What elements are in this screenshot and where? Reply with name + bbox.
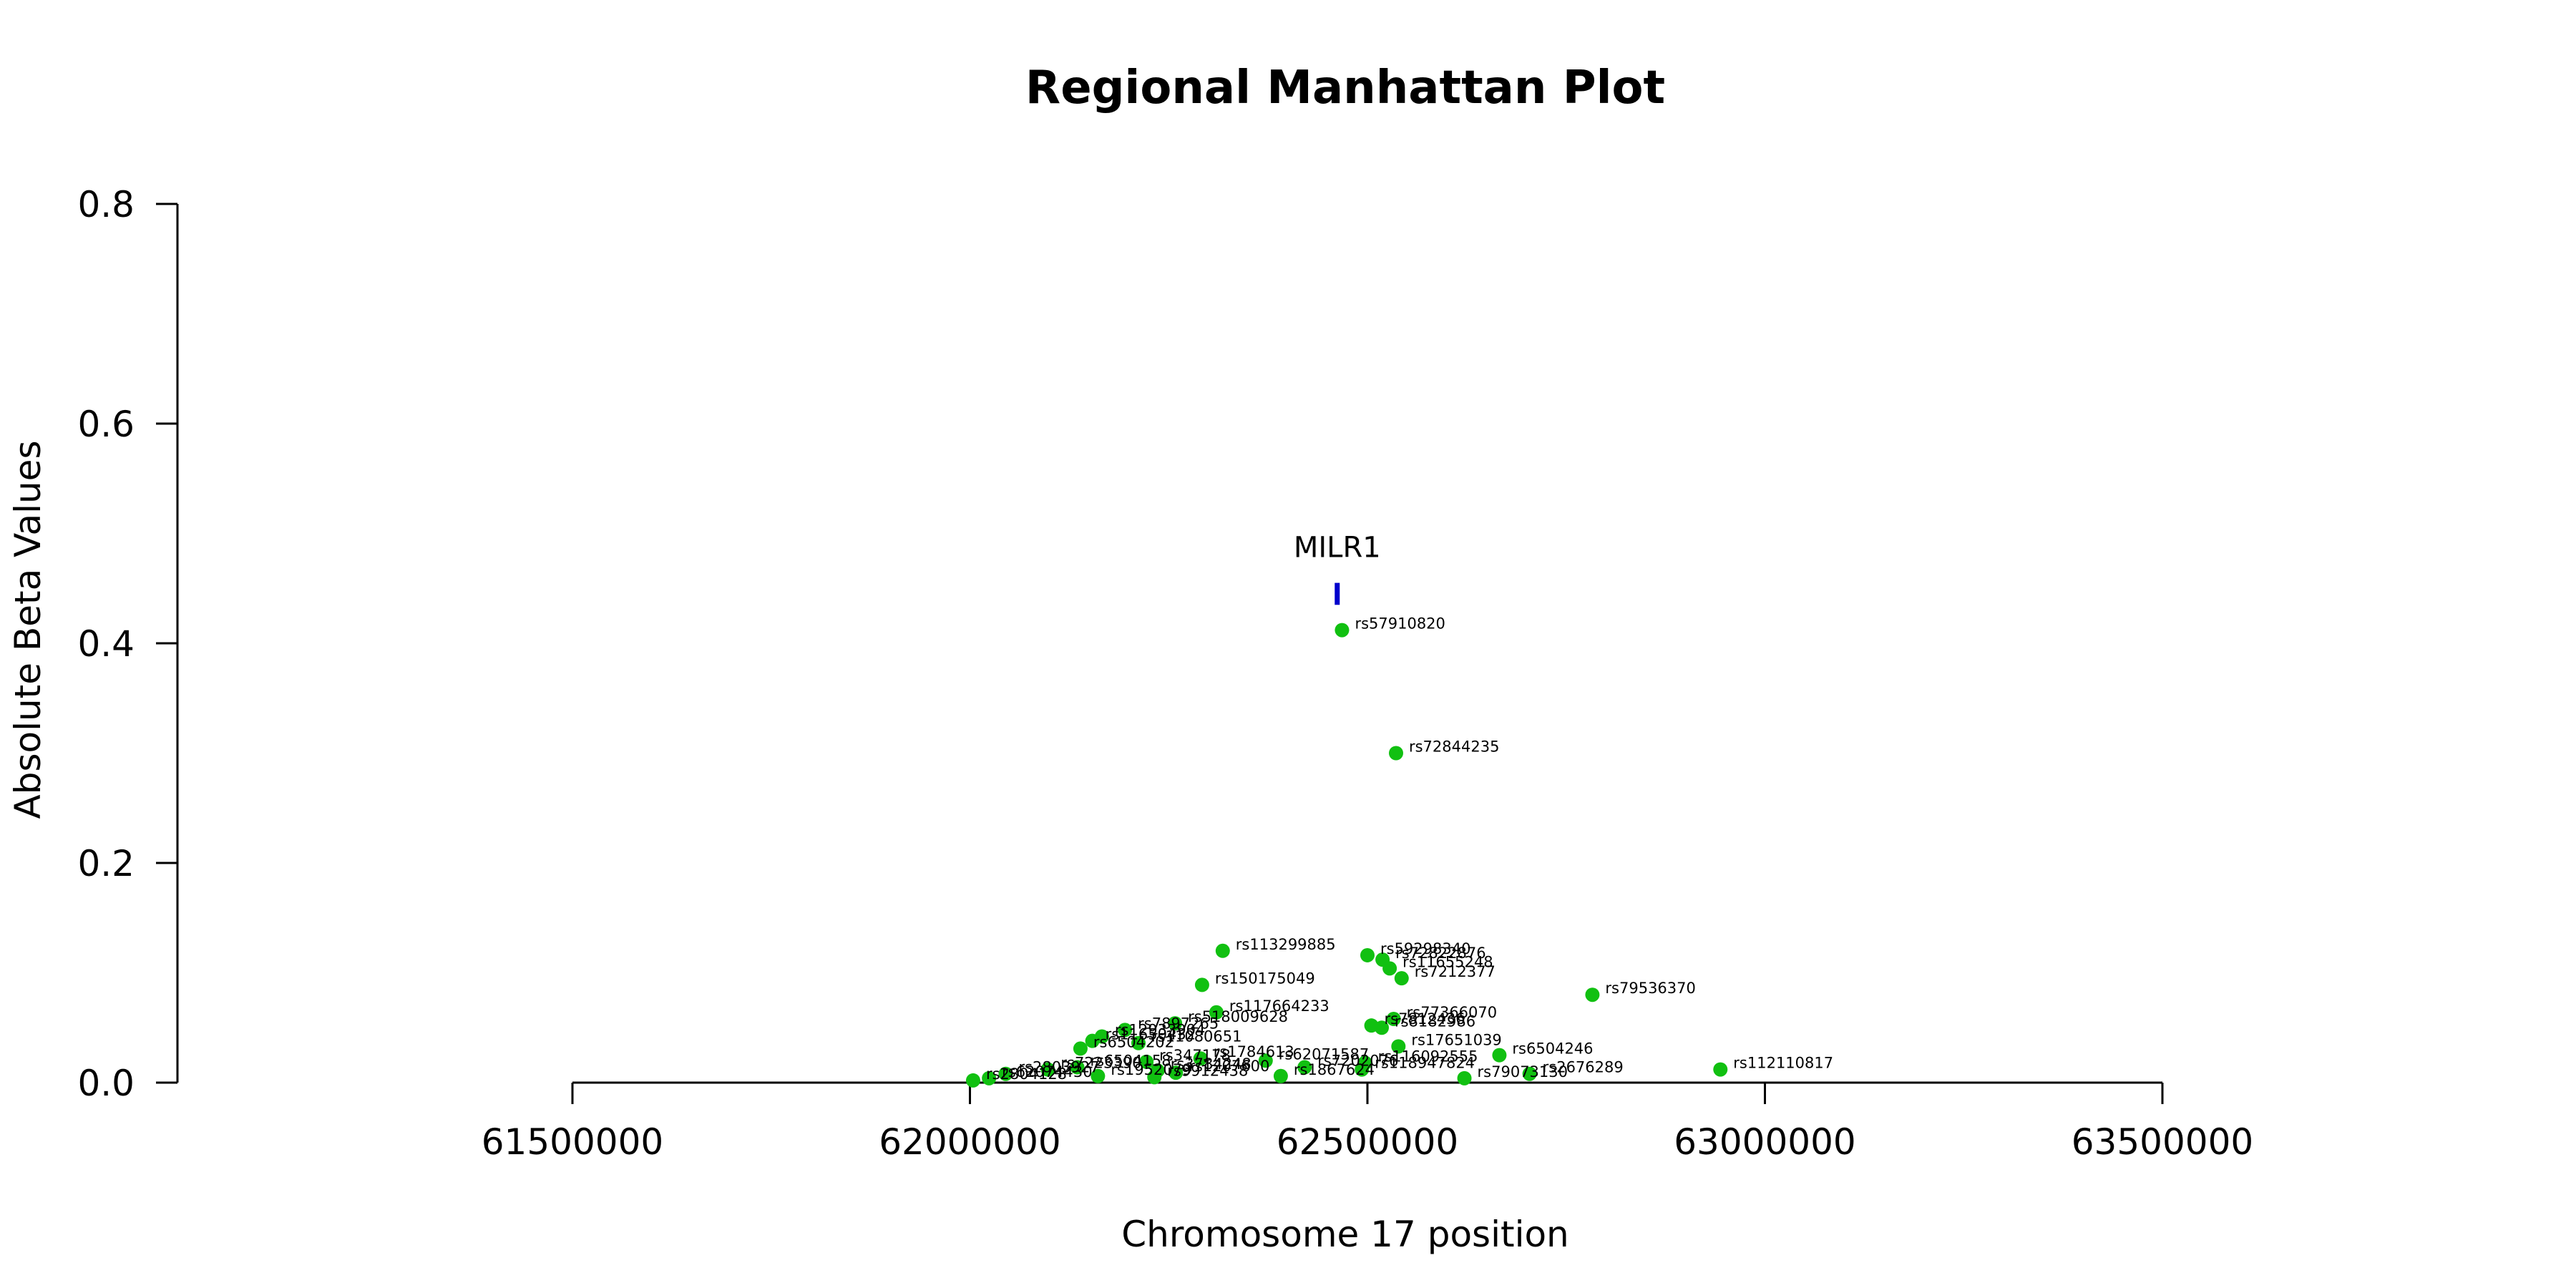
y-tick-label: 0.0 [77, 1063, 135, 1104]
data-point [1355, 1062, 1370, 1077]
data-point [1522, 1066, 1537, 1081]
data-point [1374, 1020, 1389, 1035]
data-point [1585, 987, 1600, 1002]
data-point [1713, 1062, 1728, 1077]
data-point-label: rs2676289 [1543, 1059, 1624, 1076]
data-point-label: rs11655248 [1402, 953, 1493, 970]
data-point-label: rs77366070 [1407, 1004, 1497, 1021]
data-point-label: rs116092555 [1378, 1048, 1478, 1065]
data-point [1258, 1053, 1273, 1068]
data-point [1073, 1041, 1088, 1056]
y-tick-label: 0.6 [77, 404, 135, 445]
data-point [1169, 1065, 1184, 1080]
data-point-label: rs1784613 [1214, 1043, 1294, 1060]
y-tick-label: 0.8 [77, 184, 135, 225]
chart-title: Regional Manhattan Plot [1025, 62, 1665, 114]
data-point-label: rs3784248 [1171, 1055, 1252, 1073]
data-point-label: rs17651039 [1411, 1031, 1501, 1048]
x-tick-label: 61500000 [482, 1121, 664, 1163]
data-point [1147, 1070, 1162, 1085]
data-point [965, 1073, 980, 1088]
data-point [1335, 623, 1350, 638]
data-point-label: rs1952079 [1111, 1061, 1191, 1078]
data-point [1386, 1011, 1401, 1026]
data-point-label: rs9912438 [1167, 1062, 1248, 1079]
data-point-label: rs1867624 [1294, 1061, 1375, 1078]
data-point-label: rs518009628 [1188, 1008, 1288, 1025]
data-point-label: rs2804128 [986, 1065, 1067, 1083]
data-point [1193, 1051, 1208, 1066]
data-point-label: rs11650432 [1106, 1026, 1196, 1043]
data-point [1139, 1054, 1154, 1069]
data-point-label: rs12933904 [1115, 1022, 1205, 1039]
gene-label: MILR1 [1294, 532, 1381, 565]
data-point-label: rs79536370 [1605, 980, 1695, 997]
data-point-label: rs57910820 [1355, 615, 1445, 633]
data-point [1457, 1070, 1472, 1085]
data-point-label: rs62074430 [1002, 1063, 1092, 1080]
data-point-label: rs7897265 [1138, 1015, 1219, 1032]
data-point [1085, 1033, 1100, 1048]
y-tick-label: 0.4 [77, 623, 135, 665]
data-point-label: rs59298340 [1380, 940, 1470, 957]
data-point-label: rs1207600 [1189, 1058, 1269, 1075]
data-point [1273, 1068, 1288, 1083]
data-point-label: rs113299885 [1236, 936, 1336, 953]
x-tick-label: 63500000 [2072, 1121, 2254, 1163]
data-point [1168, 1016, 1183, 1031]
y-tick-label: 0.2 [77, 843, 135, 884]
data-point [1391, 1039, 1406, 1054]
data-point-label: rs7812436 [1385, 1010, 1465, 1028]
data-point-label: rs62071587 [1279, 1045, 1369, 1063]
data-point-label: rs8182986 [1395, 1013, 1475, 1030]
y-axis-title: Absolute Beta Values [7, 441, 49, 819]
x-ticks: 61500000 62000000 62500000 63000000 63500000 [482, 1083, 2254, 1163]
data-point-label: rs117664233 [1229, 997, 1330, 1015]
data-point-label: rs7212377 [1415, 963, 1496, 980]
data-point [1131, 1035, 1146, 1050]
data-points [965, 623, 1728, 1088]
data-point [1194, 977, 1209, 992]
data-point [1070, 1060, 1085, 1075]
data-point [1118, 1023, 1133, 1038]
data-point [1209, 1005, 1224, 1020]
x-tick-label: 63000000 [1674, 1121, 1856, 1163]
data-point-label: rs150175049 [1215, 970, 1315, 987]
x-axis: 61500000 62000000 62500000 63000000 63500000 [482, 1081, 2254, 1163]
data-point-label: rs347178 [1159, 1047, 1231, 1064]
data-point-label: rs118947824 [1375, 1055, 1475, 1072]
data-point-label: rs2803927 [1018, 1059, 1099, 1076]
data-point-label: rs79073130 [1478, 1063, 1568, 1080]
data-point [998, 1066, 1013, 1081]
data-point [1297, 1060, 1312, 1075]
data-point [1040, 1062, 1055, 1077]
data-point [982, 1070, 997, 1085]
data-point [1492, 1048, 1507, 1063]
data-point [1394, 971, 1409, 986]
y-axis: 0.0 0.2 0.4 0.6 0.8 [77, 184, 179, 1104]
data-point [1360, 947, 1375, 962]
data-point-label: rs6504202 [1093, 1033, 1174, 1050]
gene-annotation: MILR1 [1294, 532, 1381, 605]
x-tick-label: 62000000 [879, 1121, 1061, 1163]
data-point-label: rs7223390 [1060, 1055, 1141, 1072]
data-point-label: rs11080651 [1151, 1028, 1241, 1045]
data-point-label: rs6504158 [1090, 1053, 1171, 1070]
data-point [1091, 1068, 1106, 1083]
data-point [1382, 961, 1397, 976]
y-ticks: 0.0 0.2 0.4 0.6 0.8 [77, 184, 177, 1104]
data-point-label: rs112110817 [1733, 1055, 1833, 1072]
x-tick-label: 62500000 [1277, 1121, 1459, 1163]
data-point-label: rs72822876 [1395, 945, 1485, 962]
data-point [1215, 943, 1230, 958]
data-point-label: rs7202076 [1317, 1053, 1398, 1070]
point-labels: rs57910820 rs72844235 rs113299885 rs5929834… [986, 615, 1833, 1083]
data-point [1388, 746, 1403, 761]
data-point-label: rs6504246 [1512, 1040, 1593, 1058]
data-point-label: rs72844235 [1409, 738, 1499, 756]
x-axis-title: Chromosome 17 position [1121, 1214, 1569, 1255]
